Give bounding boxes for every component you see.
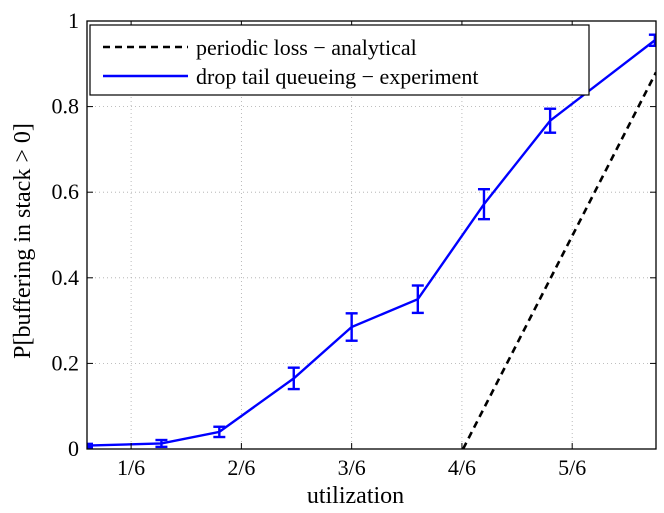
y-tick-label-0: 0 bbox=[68, 436, 79, 461]
errorbar-3 bbox=[287, 366, 300, 391]
x-tick-label-3: 4/6 bbox=[448, 455, 476, 480]
errorbar-0 bbox=[87, 442, 93, 449]
plot-frame bbox=[86, 20, 657, 450]
tick-layer: 1/6 2/6 3/6 4/6 5/6 0 0.2 0.4 0.6 0.8 1 bbox=[52, 8, 656, 480]
y-tick-label-1: 0.2 bbox=[52, 350, 80, 375]
errorbar-4 bbox=[345, 312, 358, 342]
errorbar-8 bbox=[648, 33, 656, 48]
series-layer bbox=[87, 33, 656, 449]
errorbar-1 bbox=[155, 438, 168, 449]
legend-label-periodic-loss: periodic loss − analytical bbox=[196, 35, 417, 60]
x-tick-label-2: 3/6 bbox=[338, 455, 366, 480]
y-tick-label-2: 0.4 bbox=[52, 265, 80, 290]
legend-label-drop-tail: drop tail queueing − experiment bbox=[196, 64, 478, 89]
legend: periodic loss − analytical drop tail que… bbox=[89, 24, 590, 96]
errorbar-6 bbox=[477, 188, 490, 221]
y-tick-label-3: 0.6 bbox=[52, 179, 80, 204]
x-axis-title: utilization bbox=[307, 483, 404, 509]
errorbar-7 bbox=[544, 107, 557, 134]
x-tick-label-1: 2/6 bbox=[227, 455, 255, 480]
y-tick-label-5: 1 bbox=[68, 8, 79, 33]
y-axis-title: P[buffering in stack > 0] bbox=[10, 123, 36, 359]
x-tick-label-4: 5/6 bbox=[558, 455, 586, 480]
legend-box bbox=[89, 24, 590, 96]
x-tick-label-0: 1/6 bbox=[117, 455, 145, 480]
errorbar-2 bbox=[213, 425, 226, 439]
series-line-periodic-loss bbox=[461, 71, 656, 449]
y-tick-label-4: 0.8 bbox=[52, 94, 80, 119]
errorbar-5 bbox=[411, 284, 424, 315]
